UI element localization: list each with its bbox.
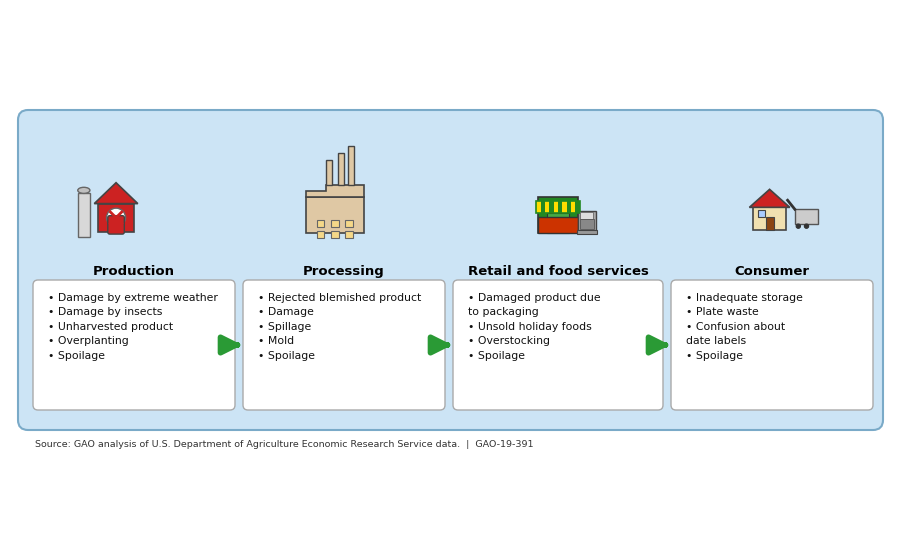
FancyBboxPatch shape — [346, 231, 354, 238]
FancyBboxPatch shape — [758, 210, 765, 217]
FancyBboxPatch shape — [348, 146, 355, 185]
FancyBboxPatch shape — [575, 201, 580, 213]
FancyBboxPatch shape — [753, 207, 786, 230]
FancyBboxPatch shape — [317, 231, 325, 238]
Text: Source: GAO analysis of U.S. Department of Agriculture Economic Research Service: Source: GAO analysis of U.S. Department … — [35, 440, 534, 449]
FancyBboxPatch shape — [577, 230, 597, 234]
Ellipse shape — [805, 224, 809, 228]
FancyBboxPatch shape — [578, 211, 596, 231]
FancyBboxPatch shape — [453, 280, 663, 410]
FancyBboxPatch shape — [541, 201, 544, 213]
FancyBboxPatch shape — [567, 201, 572, 213]
Text: • Rejected blemished product
• Damage
• Spillage
• Mold
• Spoilage: • Rejected blemished product • Damage • … — [258, 293, 421, 361]
Text: Consumer: Consumer — [734, 265, 809, 278]
Ellipse shape — [77, 188, 90, 194]
Text: Retail and food services: Retail and food services — [468, 265, 648, 278]
Ellipse shape — [796, 224, 800, 228]
FancyBboxPatch shape — [671, 280, 873, 410]
FancyBboxPatch shape — [580, 218, 594, 229]
FancyBboxPatch shape — [538, 197, 578, 233]
FancyBboxPatch shape — [306, 197, 364, 233]
FancyBboxPatch shape — [766, 217, 774, 230]
Text: Processing: Processing — [303, 265, 385, 278]
Ellipse shape — [106, 208, 125, 227]
FancyBboxPatch shape — [317, 221, 325, 227]
FancyBboxPatch shape — [108, 216, 124, 234]
Text: Production: Production — [93, 265, 175, 278]
FancyBboxPatch shape — [580, 212, 593, 218]
FancyBboxPatch shape — [98, 204, 134, 232]
FancyBboxPatch shape — [326, 160, 332, 185]
Text: • Damaged product due
to packaging
• Unsold holiday foods
• Overstocking
• Spoil: • Damaged product due to packaging • Uns… — [468, 293, 600, 361]
Polygon shape — [94, 183, 138, 204]
FancyBboxPatch shape — [338, 153, 344, 185]
FancyBboxPatch shape — [536, 201, 580, 213]
Text: • Inadequate storage
• Plate waste
• Confusion about
date labels
• Spoilage: • Inadequate storage • Plate waste • Con… — [686, 293, 803, 361]
FancyBboxPatch shape — [18, 110, 883, 430]
FancyBboxPatch shape — [243, 280, 445, 410]
FancyBboxPatch shape — [33, 280, 235, 410]
Text: • Damage by extreme weather
• Damage by insects
• Unharvested product
• Overplan: • Damage by extreme weather • Damage by … — [48, 293, 218, 361]
Polygon shape — [750, 189, 790, 207]
FancyBboxPatch shape — [538, 217, 578, 233]
FancyBboxPatch shape — [558, 201, 562, 213]
Polygon shape — [306, 185, 364, 197]
FancyBboxPatch shape — [331, 231, 339, 238]
FancyBboxPatch shape — [77, 192, 90, 237]
FancyBboxPatch shape — [346, 221, 354, 227]
FancyBboxPatch shape — [549, 201, 554, 213]
FancyBboxPatch shape — [547, 213, 569, 233]
FancyBboxPatch shape — [331, 221, 339, 227]
FancyBboxPatch shape — [795, 209, 818, 224]
